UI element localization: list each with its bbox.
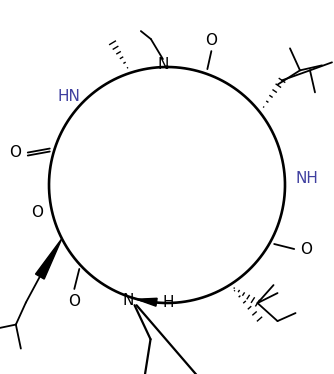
Polygon shape bbox=[137, 298, 157, 306]
Text: O: O bbox=[300, 242, 312, 257]
Text: NH: NH bbox=[296, 171, 318, 186]
Text: O: O bbox=[68, 294, 80, 309]
Text: O: O bbox=[9, 145, 21, 160]
Polygon shape bbox=[35, 239, 62, 279]
Text: H: H bbox=[163, 295, 174, 310]
Text: HN: HN bbox=[58, 89, 80, 104]
Text: O: O bbox=[32, 205, 43, 220]
Text: N: N bbox=[123, 293, 134, 308]
Text: O: O bbox=[205, 33, 217, 47]
Text: N: N bbox=[157, 56, 169, 71]
